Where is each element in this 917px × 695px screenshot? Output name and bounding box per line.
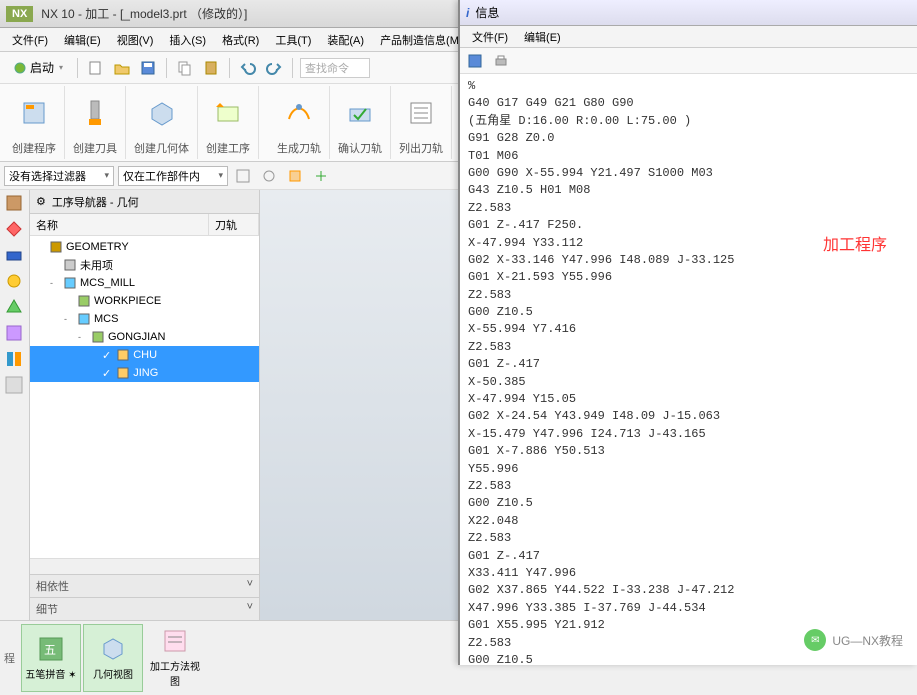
watermark: ✉ UG—NX教程 (804, 629, 903, 651)
info-body[interactable]: % G40 G17 G49 G21 G80 G90 (五角星 D:16.00 R… (460, 74, 917, 665)
ls-icon-7[interactable] (5, 350, 25, 370)
ls-icon-5[interactable] (5, 298, 25, 318)
menu-insert[interactable]: 插入(S) (161, 30, 214, 50)
tree-row[interactable]: -MCS (30, 310, 259, 328)
menu-format[interactable]: 格式(R) (214, 30, 267, 50)
info-menu-file[interactable]: 文件(F) (464, 27, 516, 47)
menu-edit[interactable]: 编辑(E) (56, 30, 109, 50)
paste-icon[interactable] (200, 57, 222, 79)
operation-navigator: ⚙ 工序导航器 - 几何 名称 刀轨 GEOMETRY未用项-MCS_MILLW… (30, 190, 260, 620)
wechat-icon: ✉ (804, 629, 826, 651)
info-menu-edit[interactable]: 编辑(E) (516, 27, 569, 47)
search-input[interactable]: 查找命令 (300, 58, 370, 78)
gear-icon[interactable]: ⚙ (36, 195, 46, 208)
menu-pmi[interactable]: 产品制造信息(M) (372, 30, 471, 50)
tree-row[interactable]: GEOMETRY (30, 238, 259, 256)
ribbon-create-geometry[interactable]: 创建几何体 (126, 86, 198, 159)
nav-header: ⚙ 工序导航器 - 几何 (30, 190, 259, 214)
window-title: NX 10 - 加工 - [_model3.prt （修改的）] (41, 5, 247, 22)
undo-icon[interactable] (237, 57, 259, 79)
svg-text:五: 五 (44, 643, 56, 657)
info-print-icon[interactable] (490, 50, 512, 72)
btab-geometry-view[interactable]: 几何视图 (83, 624, 143, 692)
ls-icon-8[interactable] (5, 376, 25, 396)
info-icon: i (466, 6, 469, 20)
tree-row[interactable]: -MCS_MILL (30, 274, 259, 292)
btab-ime[interactable]: 五 五笔拼音 ✶ (21, 624, 81, 692)
tree-row[interactable]: -GONGJIAN (30, 328, 259, 346)
open-icon[interactable] (111, 57, 133, 79)
bottom-label: 程 (4, 650, 15, 666)
filter-icon-4[interactable] (310, 165, 332, 187)
info-save-icon[interactable] (464, 50, 486, 72)
nx-logo: NX (6, 6, 33, 22)
ribbon-create-tool[interactable]: 创建刀具 (65, 86, 126, 159)
filter-icon-3[interactable] (284, 165, 306, 187)
ls-icon-6[interactable] (5, 324, 25, 344)
info-titlebar: i 信息 (460, 0, 917, 26)
ribbon-list-toolpath[interactable]: 列出刀轨 (391, 86, 452, 159)
info-toolbar (460, 48, 917, 74)
nav-tree[interactable]: GEOMETRY未用项-MCS_MILLWORKPIECE-MCS-GONGJI… (30, 236, 259, 558)
ribbon-create-operation[interactable]: 创建工序 (198, 86, 259, 159)
tree-row[interactable]: ✓CHU (30, 346, 259, 364)
tree-row[interactable]: 未用项 (30, 256, 259, 274)
tree-row[interactable]: WORKPIECE (30, 292, 259, 310)
nav-detail[interactable]: 细节 ˅ (30, 597, 259, 620)
ribbon-create-program[interactable]: 创建程序 (4, 86, 65, 159)
menu-view[interactable]: 视图(V) (109, 30, 162, 50)
left-toolbar (0, 190, 30, 620)
filter-select-2[interactable]: 仅在工作部件内 (118, 166, 228, 186)
nav-columns: 名称 刀轨 (30, 214, 259, 236)
col-toolpath[interactable]: 刀轨 (209, 214, 259, 235)
menu-assembly[interactable]: 装配(A) (319, 30, 372, 50)
menu-tools[interactable]: 工具(T) (267, 30, 319, 50)
save-icon[interactable] (137, 57, 159, 79)
redo-icon[interactable] (263, 57, 285, 79)
ls-icon-4[interactable] (5, 272, 25, 292)
btab-method-view[interactable]: 加工方法视图 (145, 624, 205, 692)
filter-icon-2[interactable] (258, 165, 280, 187)
h-scrollbar[interactable] (30, 558, 259, 574)
menu-file[interactable]: 文件(F) (4, 30, 56, 50)
ls-icon-2[interactable] (5, 220, 25, 240)
filter-select-1[interactable]: 没有选择过滤器 (4, 166, 114, 186)
tree-row[interactable]: ✓JING (30, 364, 259, 382)
nav-dependency[interactable]: 相依性 ˅ (30, 574, 259, 597)
filter-icon-1[interactable] (232, 165, 254, 187)
ribbon-verify-toolpath[interactable]: 确认刀轨 (330, 86, 391, 159)
info-menubar: 文件(F) 编辑(E) (460, 26, 917, 48)
red-annotation: 加工程序 (823, 234, 887, 257)
ls-icon-3[interactable] (5, 246, 25, 266)
info-title-text: 信息 (475, 4, 499, 21)
ls-icon-1[interactable] (5, 194, 25, 214)
info-window: i 信息 文件(F) 编辑(E) % G40 G17 G49 G21 G80 G… (458, 0, 917, 665)
copy-icon[interactable] (174, 57, 196, 79)
col-name[interactable]: 名称 (30, 214, 209, 235)
ribbon-generate-toolpath[interactable]: 生成刀轨 (269, 86, 330, 159)
start-button[interactable]: 启动▾ (6, 57, 70, 79)
new-icon[interactable] (85, 57, 107, 79)
